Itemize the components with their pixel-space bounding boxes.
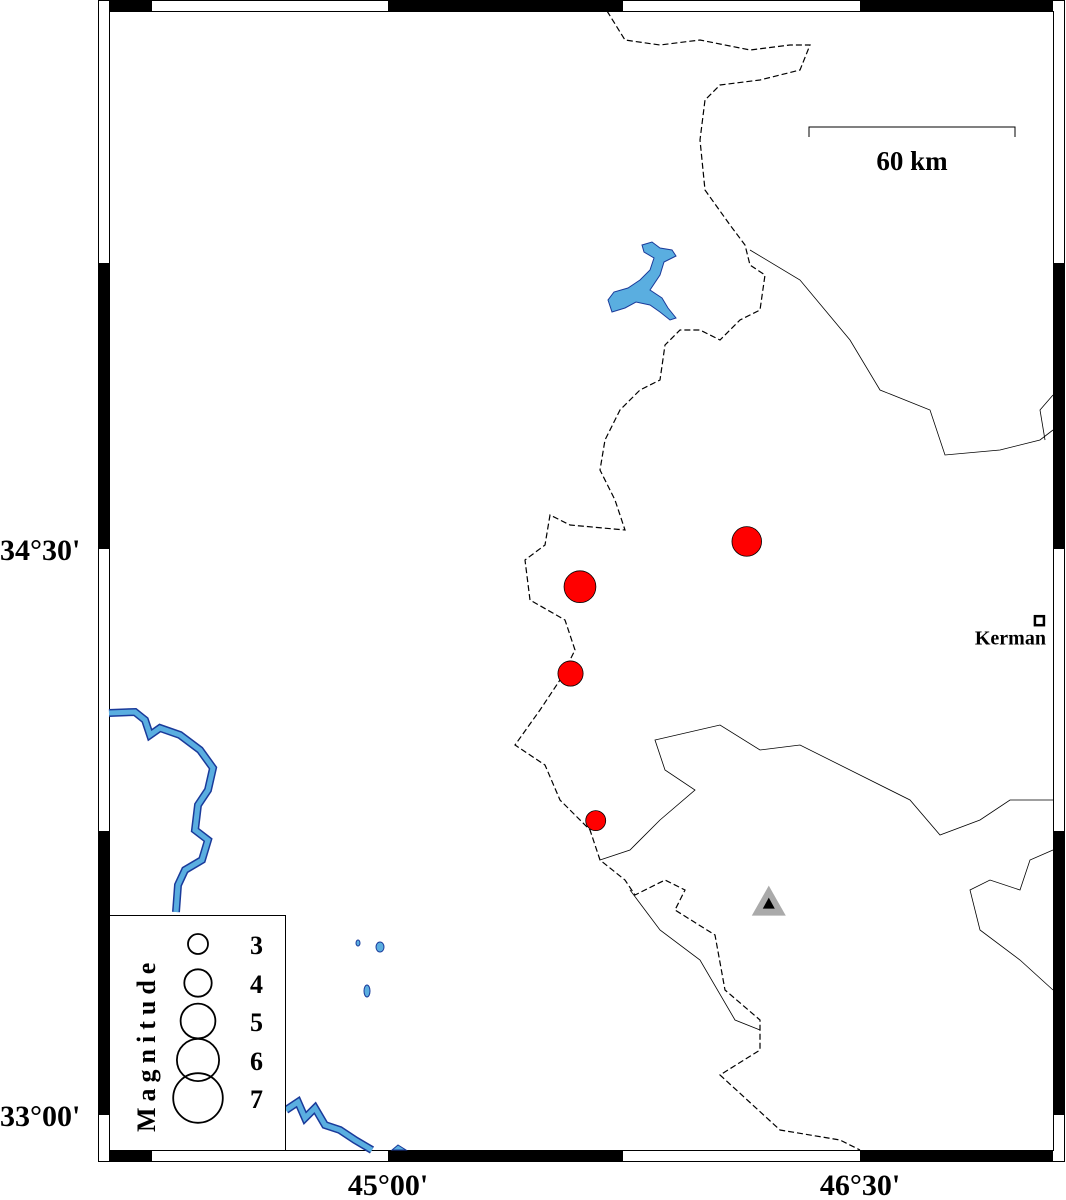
province-line [599,724,1053,861]
city-square-icon [1033,614,1046,627]
legend-title: Magnitude [132,957,161,1132]
magnitude-legend: Magnitude 3 4 5 6 7 [109,915,286,1151]
province-line [969,849,1054,991]
province-line [749,249,1054,456]
legend-label: 5 [250,1008,263,1037]
province-line [629,889,761,1031]
scale-bar-label: 60 km [876,146,948,176]
earthquake-event[interactable] [585,810,607,832]
x-tick-label: 46°30' [820,1169,900,1200]
boundaries [514,10,1054,1151]
triangle-icon [762,897,775,909]
city-label: Kerman [975,628,1046,650]
legend-label: 3 [250,931,263,960]
legend-circle [187,933,209,955]
city-marker: Kerman [975,614,1046,650]
lake [607,241,677,321]
earthquake-events [557,526,762,832]
legend-label: 4 [250,970,263,999]
legend-circle [172,1072,224,1124]
province-line [1039,394,1054,441]
legend-circle [175,1038,220,1083]
station-marker[interactable] [751,885,786,916]
y-tick-label: 34°30' [0,534,80,567]
water-bodies [108,241,677,1154]
y-tick-label: 33°00' [0,1100,80,1133]
earthquake-event[interactable] [557,660,584,687]
legend-label: 7 [250,1085,263,1114]
x-tick-label: 45°00' [348,1169,428,1200]
map-frame [98,0,1065,1162]
earthquake-event[interactable] [731,526,762,557]
legend-circle [183,968,213,998]
legend-label: 6 [250,1047,263,1076]
earthquake-event[interactable] [563,570,597,604]
scale-bar: 60 km [808,126,1016,176]
international-border [514,10,861,1151]
